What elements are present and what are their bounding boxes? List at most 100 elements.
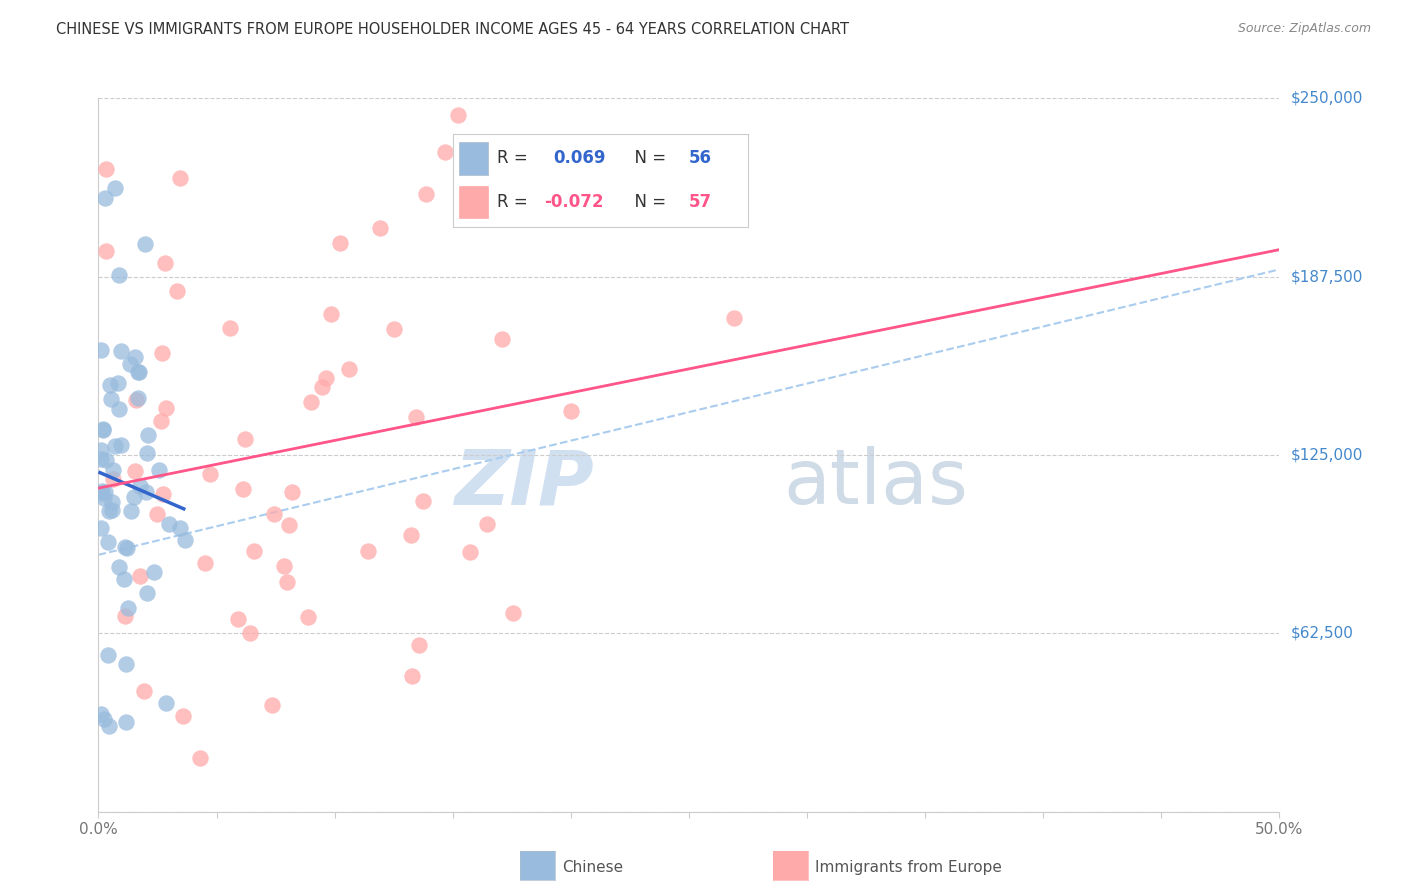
Point — [560, 403, 582, 417]
Point — [226, 612, 249, 626]
Point — [401, 669, 423, 683]
Point — [502, 606, 524, 620]
Point — [100, 392, 122, 406]
Point — [98, 504, 121, 518]
Point — [101, 463, 124, 477]
Point — [415, 186, 437, 201]
Point — [124, 351, 146, 365]
Point — [281, 484, 304, 499]
Point — [138, 427, 160, 442]
Point — [129, 568, 152, 582]
Point — [329, 236, 352, 251]
Point — [120, 504, 142, 518]
Point — [97, 535, 120, 549]
Point — [93, 712, 115, 726]
Point — [93, 191, 115, 205]
Point — [125, 392, 148, 407]
Text: $125,000: $125,000 — [1291, 448, 1362, 462]
Point — [311, 379, 333, 393]
Point — [172, 708, 194, 723]
Text: $250,000: $250,000 — [1291, 91, 1362, 105]
Point — [188, 751, 211, 765]
Point — [93, 491, 115, 506]
Point — [263, 507, 285, 521]
Point — [100, 503, 122, 517]
Text: Immigrants from Europe: Immigrants from Europe — [815, 861, 1002, 875]
Point — [152, 487, 174, 501]
Point — [128, 366, 150, 380]
Point — [142, 565, 165, 579]
Point — [145, 508, 167, 522]
Point — [297, 609, 319, 624]
Point — [273, 559, 295, 574]
Point — [150, 346, 173, 360]
Point — [198, 467, 221, 481]
Point — [299, 394, 322, 409]
Point — [319, 307, 342, 321]
Text: 57: 57 — [689, 193, 711, 211]
Point — [114, 657, 136, 672]
Text: Chinese: Chinese — [562, 861, 623, 875]
Point — [129, 478, 152, 492]
Point — [134, 683, 156, 698]
Point — [239, 625, 262, 640]
Point — [260, 698, 283, 712]
Point — [135, 484, 157, 499]
Point — [122, 491, 145, 505]
Text: R =: R = — [498, 149, 538, 168]
Point — [117, 601, 139, 615]
Point — [91, 421, 114, 435]
Point — [124, 465, 146, 479]
Point — [110, 343, 132, 358]
Point — [447, 108, 470, 122]
Point — [218, 320, 240, 334]
Point — [382, 321, 405, 335]
Point — [90, 521, 112, 535]
Point — [136, 585, 159, 599]
Point — [90, 486, 112, 500]
Text: $62,500: $62,500 — [1291, 626, 1354, 640]
Point — [93, 485, 115, 500]
Point — [107, 560, 129, 574]
Point — [114, 608, 136, 623]
Point — [90, 483, 112, 498]
Point — [96, 162, 118, 177]
Point — [357, 543, 380, 558]
Text: R =: R = — [498, 193, 533, 211]
Text: N =: N = — [624, 193, 671, 211]
Point — [723, 310, 745, 325]
Point — [114, 540, 136, 554]
Point — [107, 376, 129, 390]
Point — [96, 244, 118, 258]
Point — [477, 517, 499, 532]
Point — [115, 541, 138, 555]
FancyBboxPatch shape — [458, 142, 488, 175]
Point — [90, 343, 112, 357]
Point — [276, 574, 298, 589]
Point — [408, 638, 430, 652]
Point — [115, 715, 138, 730]
Point — [134, 237, 156, 252]
Point — [405, 409, 427, 424]
Point — [120, 358, 142, 372]
Point — [108, 268, 131, 282]
Point — [194, 556, 217, 570]
Point — [572, 186, 595, 200]
Point — [153, 256, 176, 270]
Point — [155, 401, 177, 415]
Point — [98, 378, 121, 392]
Text: 0.069: 0.069 — [553, 149, 606, 168]
Point — [90, 443, 112, 458]
Point — [91, 423, 114, 437]
Point — [148, 463, 170, 477]
Point — [166, 284, 188, 298]
Point — [127, 366, 149, 380]
Point — [491, 332, 513, 346]
Point — [149, 414, 172, 428]
Point — [233, 433, 256, 447]
Point — [135, 445, 157, 459]
Point — [110, 438, 132, 452]
Point — [337, 361, 360, 376]
Point — [243, 544, 266, 558]
Point — [103, 471, 125, 485]
